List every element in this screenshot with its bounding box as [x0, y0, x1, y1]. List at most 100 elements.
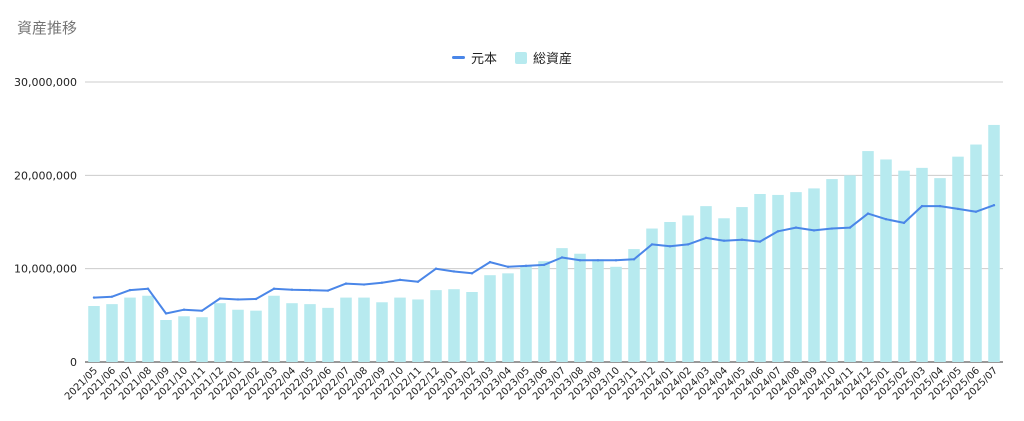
point-principal[interactable]: [128, 288, 132, 292]
bar-total-assets[interactable]: [628, 249, 640, 362]
bar-total-assets[interactable]: [304, 304, 316, 362]
bar-total-assets[interactable]: [484, 275, 496, 362]
point-principal[interactable]: [344, 282, 348, 285]
bar-total-assets[interactable]: [286, 303, 298, 362]
point-principal[interactable]: [362, 283, 366, 286]
bar-total-assets[interactable]: [556, 248, 568, 362]
point-principal[interactable]: [794, 226, 798, 229]
point-principal[interactable]: [668, 245, 672, 248]
point-principal[interactable]: [218, 297, 222, 300]
point-principal[interactable]: [902, 221, 906, 225]
point-principal[interactable]: [308, 288, 312, 292]
point-principal[interactable]: [470, 272, 474, 275]
bar-total-assets[interactable]: [538, 261, 550, 362]
point-principal[interactable]: [452, 270, 456, 273]
point-principal[interactable]: [578, 259, 582, 262]
point-principal[interactable]: [200, 309, 204, 312]
bar-total-assets[interactable]: [646, 228, 658, 362]
point-principal[interactable]: [632, 258, 636, 261]
bar-total-assets[interactable]: [736, 207, 748, 362]
point-principal[interactable]: [146, 287, 150, 290]
legend-item-total-assets[interactable]: 総資産: [515, 48, 572, 67]
point-principal[interactable]: [722, 239, 726, 242]
bar-total-assets[interactable]: [196, 317, 208, 362]
bar-total-assets[interactable]: [880, 159, 892, 362]
point-principal[interactable]: [848, 226, 852, 229]
bar-total-assets[interactable]: [214, 303, 226, 362]
bar-total-assets[interactable]: [790, 192, 802, 362]
bar-total-assets[interactable]: [160, 320, 172, 362]
point-principal[interactable]: [506, 265, 510, 268]
point-principal[interactable]: [164, 312, 168, 315]
bar-total-assets[interactable]: [916, 167, 928, 362]
bar-total-assets[interactable]: [610, 266, 622, 362]
point-principal[interactable]: [974, 210, 978, 213]
point-principal[interactable]: [776, 230, 780, 233]
point-principal[interactable]: [542, 263, 546, 267]
bar-total-assets[interactable]: [826, 179, 838, 362]
bar-total-assets[interactable]: [898, 170, 910, 362]
point-principal[interactable]: [272, 287, 276, 290]
point-principal[interactable]: [416, 280, 420, 283]
bar-total-assets[interactable]: [988, 124, 1000, 362]
bar-total-assets[interactable]: [844, 175, 856, 362]
point-principal[interactable]: [560, 256, 564, 259]
legend-item-principal[interactable]: 元本: [451, 48, 497, 67]
bar-total-assets[interactable]: [250, 310, 262, 362]
point-principal[interactable]: [380, 281, 384, 284]
point-principal[interactable]: [488, 260, 492, 264]
bar-total-assets[interactable]: [808, 188, 820, 362]
point-principal[interactable]: [758, 240, 762, 243]
bar-total-assets[interactable]: [340, 297, 352, 362]
point-principal[interactable]: [938, 204, 942, 208]
point-principal[interactable]: [992, 204, 996, 207]
point-principal[interactable]: [812, 229, 816, 232]
point-principal[interactable]: [956, 207, 960, 211]
bar-total-assets[interactable]: [322, 307, 334, 362]
bar-total-assets[interactable]: [232, 309, 244, 362]
bar-total-assets[interactable]: [466, 292, 478, 362]
bar-total-assets[interactable]: [502, 273, 514, 362]
point-principal[interactable]: [434, 267, 438, 270]
point-principal[interactable]: [326, 289, 330, 292]
bar-total-assets[interactable]: [88, 306, 100, 362]
bar-total-assets[interactable]: [592, 259, 604, 362]
point-principal[interactable]: [704, 236, 708, 240]
bar-total-assets[interactable]: [106, 304, 118, 362]
bar-total-assets[interactable]: [358, 297, 370, 362]
bar-total-assets[interactable]: [682, 215, 694, 362]
bar-total-assets[interactable]: [268, 295, 280, 362]
bar-total-assets[interactable]: [376, 302, 388, 362]
bar-total-assets[interactable]: [700, 206, 712, 362]
point-principal[interactable]: [290, 288, 294, 291]
point-principal[interactable]: [920, 204, 924, 208]
bar-total-assets[interactable]: [970, 144, 982, 362]
point-principal[interactable]: [650, 243, 654, 246]
bar-total-assets[interactable]: [394, 297, 406, 362]
point-principal[interactable]: [686, 243, 690, 246]
point-principal[interactable]: [884, 218, 888, 221]
point-principal[interactable]: [182, 308, 186, 311]
point-principal[interactable]: [866, 212, 870, 215]
bar-total-assets[interactable]: [772, 194, 784, 362]
bar-total-assets[interactable]: [412, 299, 424, 362]
point-principal[interactable]: [596, 259, 600, 262]
point-principal[interactable]: [740, 238, 744, 241]
point-principal[interactable]: [254, 297, 258, 301]
bar-total-assets[interactable]: [934, 178, 946, 362]
bar-total-assets[interactable]: [448, 289, 460, 362]
bar-total-assets[interactable]: [754, 194, 766, 362]
bar-total-assets[interactable]: [430, 290, 442, 362]
point-principal[interactable]: [830, 227, 834, 230]
point-principal[interactable]: [110, 295, 114, 298]
bar-total-assets[interactable]: [952, 156, 964, 362]
point-principal[interactable]: [398, 278, 402, 282]
bar-total-assets[interactable]: [862, 151, 874, 362]
bar-total-assets[interactable]: [574, 253, 586, 362]
point-principal[interactable]: [236, 298, 240, 301]
point-principal[interactable]: [92, 296, 96, 299]
bar-total-assets[interactable]: [520, 265, 532, 362]
bar-total-assets[interactable]: [124, 297, 136, 362]
bar-total-assets[interactable]: [718, 218, 730, 362]
point-principal[interactable]: [524, 264, 528, 268]
